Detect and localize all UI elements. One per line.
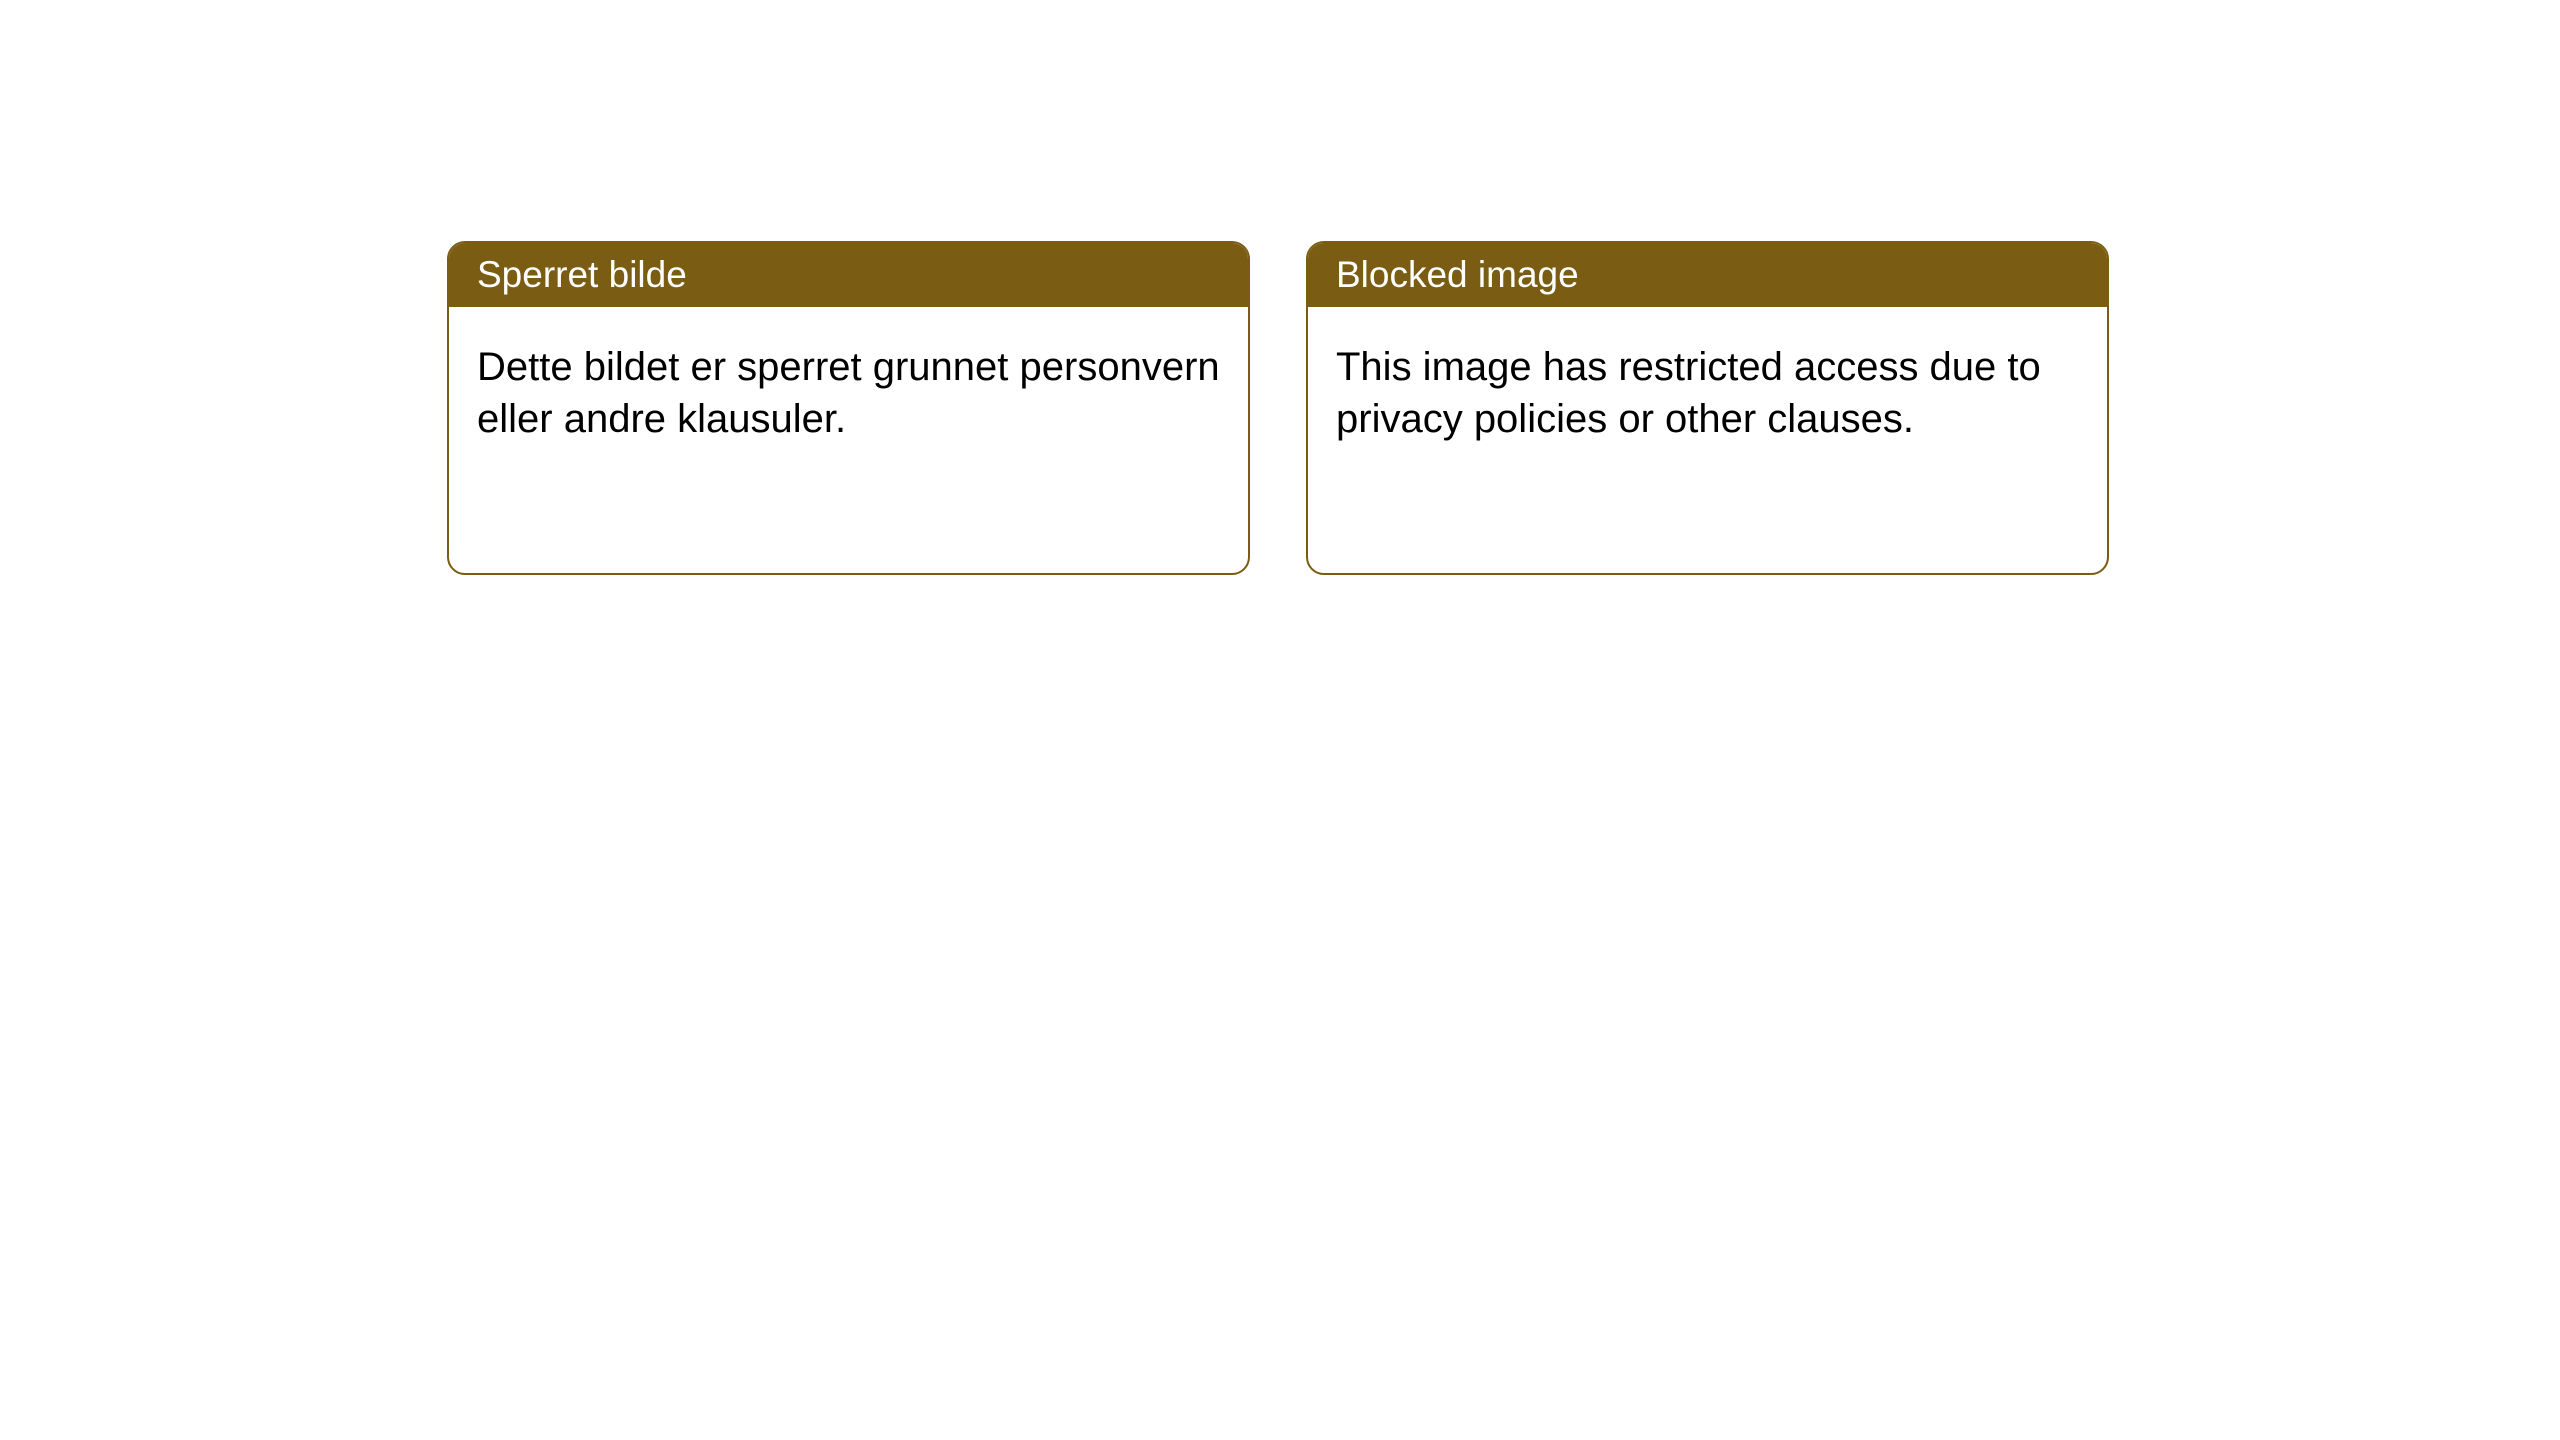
notice-title-norwegian: Sperret bilde	[449, 243, 1248, 307]
notice-body-norwegian: Dette bildet er sperret grunnet personve…	[449, 307, 1248, 479]
notice-title-english: Blocked image	[1308, 243, 2107, 307]
notice-box-norwegian: Sperret bilde Dette bildet er sperret gr…	[447, 241, 1250, 575]
notice-box-english: Blocked image This image has restricted …	[1306, 241, 2109, 575]
notice-body-english: This image has restricted access due to …	[1308, 307, 2107, 479]
notice-container: Sperret bilde Dette bildet er sperret gr…	[447, 241, 2109, 575]
